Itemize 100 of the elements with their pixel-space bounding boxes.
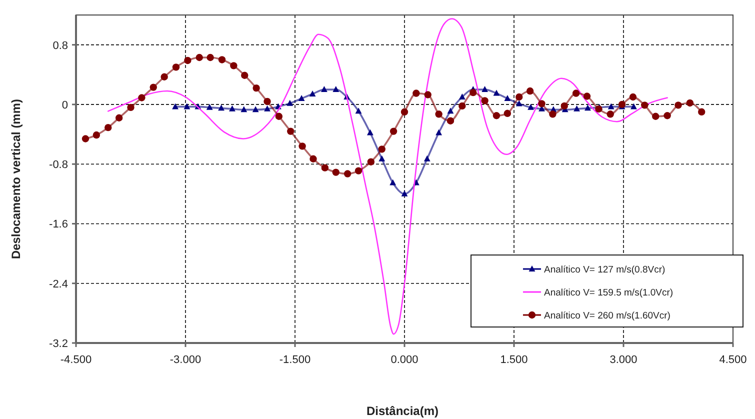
x-axis-title: Distância(m)	[366, 404, 439, 418]
legend-label: Analítico V= 260 m/s(1.60Vcr)	[544, 310, 670, 322]
point	[698, 108, 706, 116]
point	[528, 104, 534, 110]
point	[584, 104, 591, 111]
point	[229, 105, 236, 112]
point	[298, 142, 306, 150]
point	[240, 106, 248, 112]
point	[184, 103, 190, 110]
point	[560, 102, 568, 110]
point	[458, 94, 466, 100]
point	[218, 56, 226, 64]
point	[595, 105, 602, 113]
point	[538, 100, 546, 108]
point	[321, 86, 328, 92]
point	[504, 110, 512, 117]
point	[390, 179, 396, 186]
point	[287, 128, 294, 135]
point	[641, 102, 648, 109]
point	[344, 170, 352, 178]
point	[618, 100, 626, 108]
point	[264, 105, 270, 112]
point	[138, 94, 146, 102]
point	[206, 54, 214, 62]
point	[674, 102, 682, 109]
y-tick-label: -1.6	[49, 218, 68, 231]
point	[275, 112, 283, 120]
x-tick-label: 1.500	[500, 354, 528, 366]
point	[104, 124, 112, 132]
point	[218, 104, 224, 111]
point	[172, 64, 180, 71]
point	[150, 84, 157, 91]
x-tick-label: 3.000	[610, 354, 638, 366]
x-tick-label: -4.500	[60, 354, 92, 366]
point	[583, 92, 591, 100]
point	[400, 108, 408, 116]
x-tick-label: 0.000	[390, 354, 418, 366]
point	[230, 62, 238, 70]
point	[298, 94, 305, 101]
point	[549, 110, 556, 118]
point	[264, 98, 271, 106]
point	[355, 108, 362, 114]
point	[184, 56, 192, 64]
point	[492, 112, 500, 120]
point	[92, 131, 100, 139]
point	[470, 88, 477, 96]
point	[458, 102, 466, 110]
point	[366, 129, 374, 136]
point	[630, 103, 637, 110]
point	[526, 87, 534, 95]
y-tick-label: 0.8	[52, 40, 68, 52]
point	[447, 108, 454, 114]
point	[424, 91, 432, 98]
point	[252, 84, 260, 92]
point	[332, 168, 340, 176]
point	[516, 100, 522, 106]
point	[241, 72, 248, 79]
point	[82, 135, 90, 142]
y-tick-label: -2.4	[49, 278, 68, 290]
point	[160, 73, 168, 80]
point	[354, 167, 362, 174]
point	[686, 99, 694, 107]
point	[286, 100, 294, 106]
point	[652, 112, 660, 120]
point	[608, 103, 614, 110]
point	[664, 112, 671, 120]
point	[252, 106, 259, 112]
point	[435, 110, 442, 118]
point	[482, 86, 488, 92]
y-axis-title: Deslocamento vertical (mm)	[9, 98, 23, 260]
x-tick-label: -1.500	[279, 354, 311, 366]
point	[629, 93, 637, 101]
point	[321, 164, 329, 172]
x-tick-label: 4.500	[719, 354, 747, 366]
point	[436, 129, 442, 136]
point	[412, 90, 420, 97]
point	[115, 114, 123, 122]
point	[446, 117, 454, 124]
point	[310, 155, 317, 162]
y-tick-label: 0	[62, 99, 68, 112]
point	[606, 110, 614, 118]
point	[172, 103, 178, 110]
point	[196, 54, 203, 62]
legend-label: Analítico V= 159.5 m/s(1.0Vcr)	[544, 288, 674, 298]
point	[574, 105, 580, 112]
y-tick-label: -0.8	[49, 159, 68, 172]
point	[504, 94, 511, 101]
point	[424, 155, 430, 162]
point	[127, 104, 134, 112]
point	[206, 104, 213, 110]
point	[309, 90, 316, 97]
point	[516, 93, 523, 101]
legend-label: Analítico V= 127 m/s(0.8Vcr)	[544, 264, 666, 276]
x-tick-label: -3.000	[170, 354, 202, 366]
point	[390, 128, 398, 135]
point	[332, 86, 340, 92]
y-tick-label: -3.2	[49, 338, 68, 350]
point	[378, 155, 386, 162]
point	[493, 90, 500, 96]
point	[367, 158, 375, 166]
